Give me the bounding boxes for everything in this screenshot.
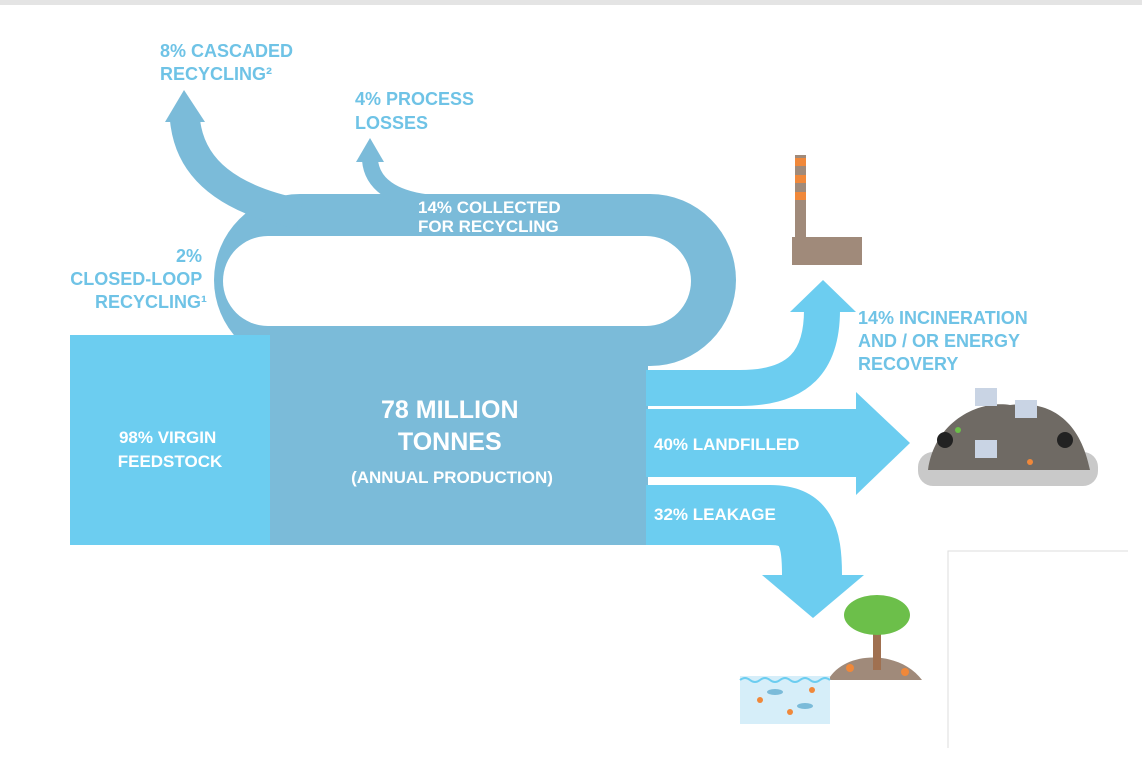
production-block [270,335,648,545]
incineration-label: 14% INCINERATION AND / OR ENERGY RECOVER… [858,308,1033,374]
losses-label: 4% PROCESS LOSSES [355,89,479,133]
incineration-arrow-head [790,280,856,312]
label-line: 40% LANDFILLED [654,435,799,454]
label-line: RECYCLING¹ [95,292,207,312]
label-line: 4% PROCESS [355,89,474,109]
closed-loop-label: 2% CLOSED-LOOP RECYCLING¹ [70,246,207,312]
virgin-label: 98% VIRGIN FEEDSTOCK [118,428,223,471]
landfill-arrow [646,409,858,477]
label-line: FOR RECYCLING [418,217,559,236]
label-line: 98% VIRGIN [119,428,216,447]
leakage-arrow-head [762,575,864,618]
cascaded-arrow [170,117,304,229]
leakage-label: 32% LEAKAGE [654,505,776,524]
label-line: RECOVERY [858,354,958,374]
loop-hole [223,236,691,326]
cascaded-label: 8% CASCADED RECYCLING² [160,41,298,84]
production-label: 78 MILLION TONNES (ANNUAL PRODUCTION) [351,396,553,487]
label-line: AND / OR ENERGY [858,331,1020,351]
virgin-block [70,335,271,545]
losses-arrow-head [356,138,384,162]
label-line: 14% COLLECTED [418,198,561,217]
label-line: RECYCLING² [160,64,272,84]
collected-label: 14% COLLECTED FOR RECYCLING [418,198,565,236]
label-line: TONNES [398,428,502,456]
landfill-arrow-head [856,392,910,495]
label-line: FEEDSTOCK [118,452,223,471]
label-line: LOSSES [355,113,428,133]
landfill-icon [918,388,1098,486]
label-line: 78 MILLION [381,396,519,424]
losses-arrow [362,158,427,210]
incineration-arrow [646,309,840,406]
label-line: 2% [176,246,202,266]
cascaded-arrow-head [165,90,205,122]
island-icon [739,595,922,724]
landfilled-label: 40% LANDFILLED [654,435,799,454]
factory-icon [792,155,862,265]
label-line: CLOSED-LOOP [70,269,202,289]
leakage-arrow [646,485,842,576]
top-bar [0,0,1142,5]
label-line: (ANNUAL PRODUCTION) [351,468,553,487]
label-line: 14% INCINERATION [858,308,1028,328]
label-line: 32% LEAKAGE [654,505,776,524]
label-line: 8% CASCADED [160,41,293,61]
blank-panel [947,550,1128,748]
